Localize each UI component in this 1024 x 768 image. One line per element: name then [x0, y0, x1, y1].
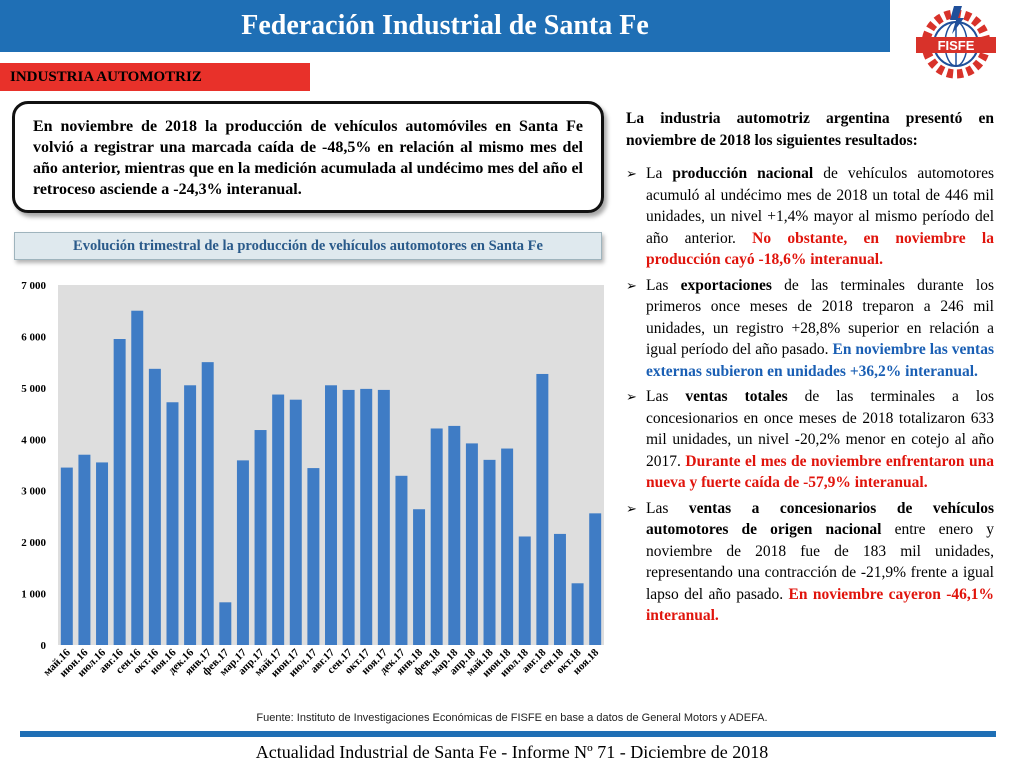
bar: [395, 475, 408, 645]
result-bullet: ➢ La producción nacional de vehículos aut…: [626, 163, 994, 271]
result-bullet-text: Las exportaciones de las terminales dura…: [646, 276, 994, 380]
arrow-bullet-icon: ➢: [626, 389, 637, 404]
bar: [413, 509, 426, 645]
footer-divider: [20, 731, 996, 737]
bar: [571, 583, 584, 645]
result-bullet: ➢ Las ventas totales de las terminales a …: [626, 386, 994, 494]
bar: [553, 533, 566, 645]
bar: [166, 402, 179, 645]
results-list: ➢ La producción nacional de vehículos aut…: [626, 163, 994, 627]
fisfe-logo: FISFE: [916, 6, 996, 79]
y-tick-label: 7 000: [21, 280, 46, 292]
bar: [536, 373, 549, 645]
bar: [289, 399, 302, 645]
source-note: Fuente: Instituto de Investigaciones Eco…: [256, 712, 768, 724]
summary-box: En noviembre de 2018 la producción de ve…: [12, 101, 604, 213]
bar: [96, 462, 109, 645]
arrow-bullet-icon: ➢: [626, 277, 637, 293]
bar: [254, 430, 267, 645]
bar: [325, 385, 337, 645]
result-bullet-text: Las ventas a concesionarios de vehículos…: [646, 499, 995, 625]
results-intro: La industria automotriz argentina presen…: [626, 110, 994, 149]
bar: [272, 394, 285, 645]
bar: [148, 368, 161, 645]
result-bullet: ➢ Las exportaciones de las terminales dur…: [626, 275, 994, 383]
bar: [131, 310, 144, 645]
y-tick-label: 2 000: [21, 537, 46, 549]
bar: [483, 459, 496, 645]
bar: [201, 362, 214, 645]
bar: [60, 467, 73, 645]
bar: [448, 425, 461, 645]
bar: [518, 536, 531, 645]
svg-text:FISFE: FISFE: [938, 38, 975, 53]
result-bullet-text: La producción nacional de vehículos auto…: [646, 165, 994, 268]
arrow-bullet-icon: ➢: [626, 500, 637, 516]
bar: [360, 388, 373, 645]
chart-title: Evolución trimestral de la producción de…: [14, 232, 602, 260]
y-tick-label: 6 000: [21, 331, 46, 343]
footer-text: Actualidad Industrial de Santa Fe - Info…: [255, 742, 769, 762]
bar: [219, 602, 232, 645]
page-title: Federación Industrial de Santa Fe: [0, 0, 890, 52]
bar: [377, 389, 390, 645]
y-tick-label: 1 000: [21, 589, 46, 601]
summary-text: En noviembre de 2018 la producción de ve…: [33, 118, 583, 198]
y-tick-label: 5 000: [21, 383, 46, 395]
section-tag: INDUSTRIA AUTOMOTRIZ: [0, 63, 310, 91]
bar: [184, 385, 197, 645]
bar: [236, 460, 249, 645]
y-tick-label: 4 000: [21, 434, 46, 446]
arrow-bullet-icon: ➢: [626, 166, 637, 181]
results-column: La industria automotriz argentina presen…: [626, 108, 994, 631]
bar: [307, 468, 320, 645]
y-tick-label: 0: [41, 640, 47, 652]
bar: [589, 513, 602, 645]
bar: [465, 443, 478, 645]
bar: [430, 428, 443, 645]
bar: [342, 389, 355, 645]
result-bullet: ➢ Las ventas a concesionarios de vehículo…: [626, 498, 994, 627]
bar: [113, 339, 126, 645]
bar: [501, 448, 514, 645]
result-bullet-text: Las ventas totales de las terminales a l…: [646, 388, 994, 491]
bar: [78, 454, 91, 645]
y-tick-label: 3 000: [21, 486, 46, 498]
